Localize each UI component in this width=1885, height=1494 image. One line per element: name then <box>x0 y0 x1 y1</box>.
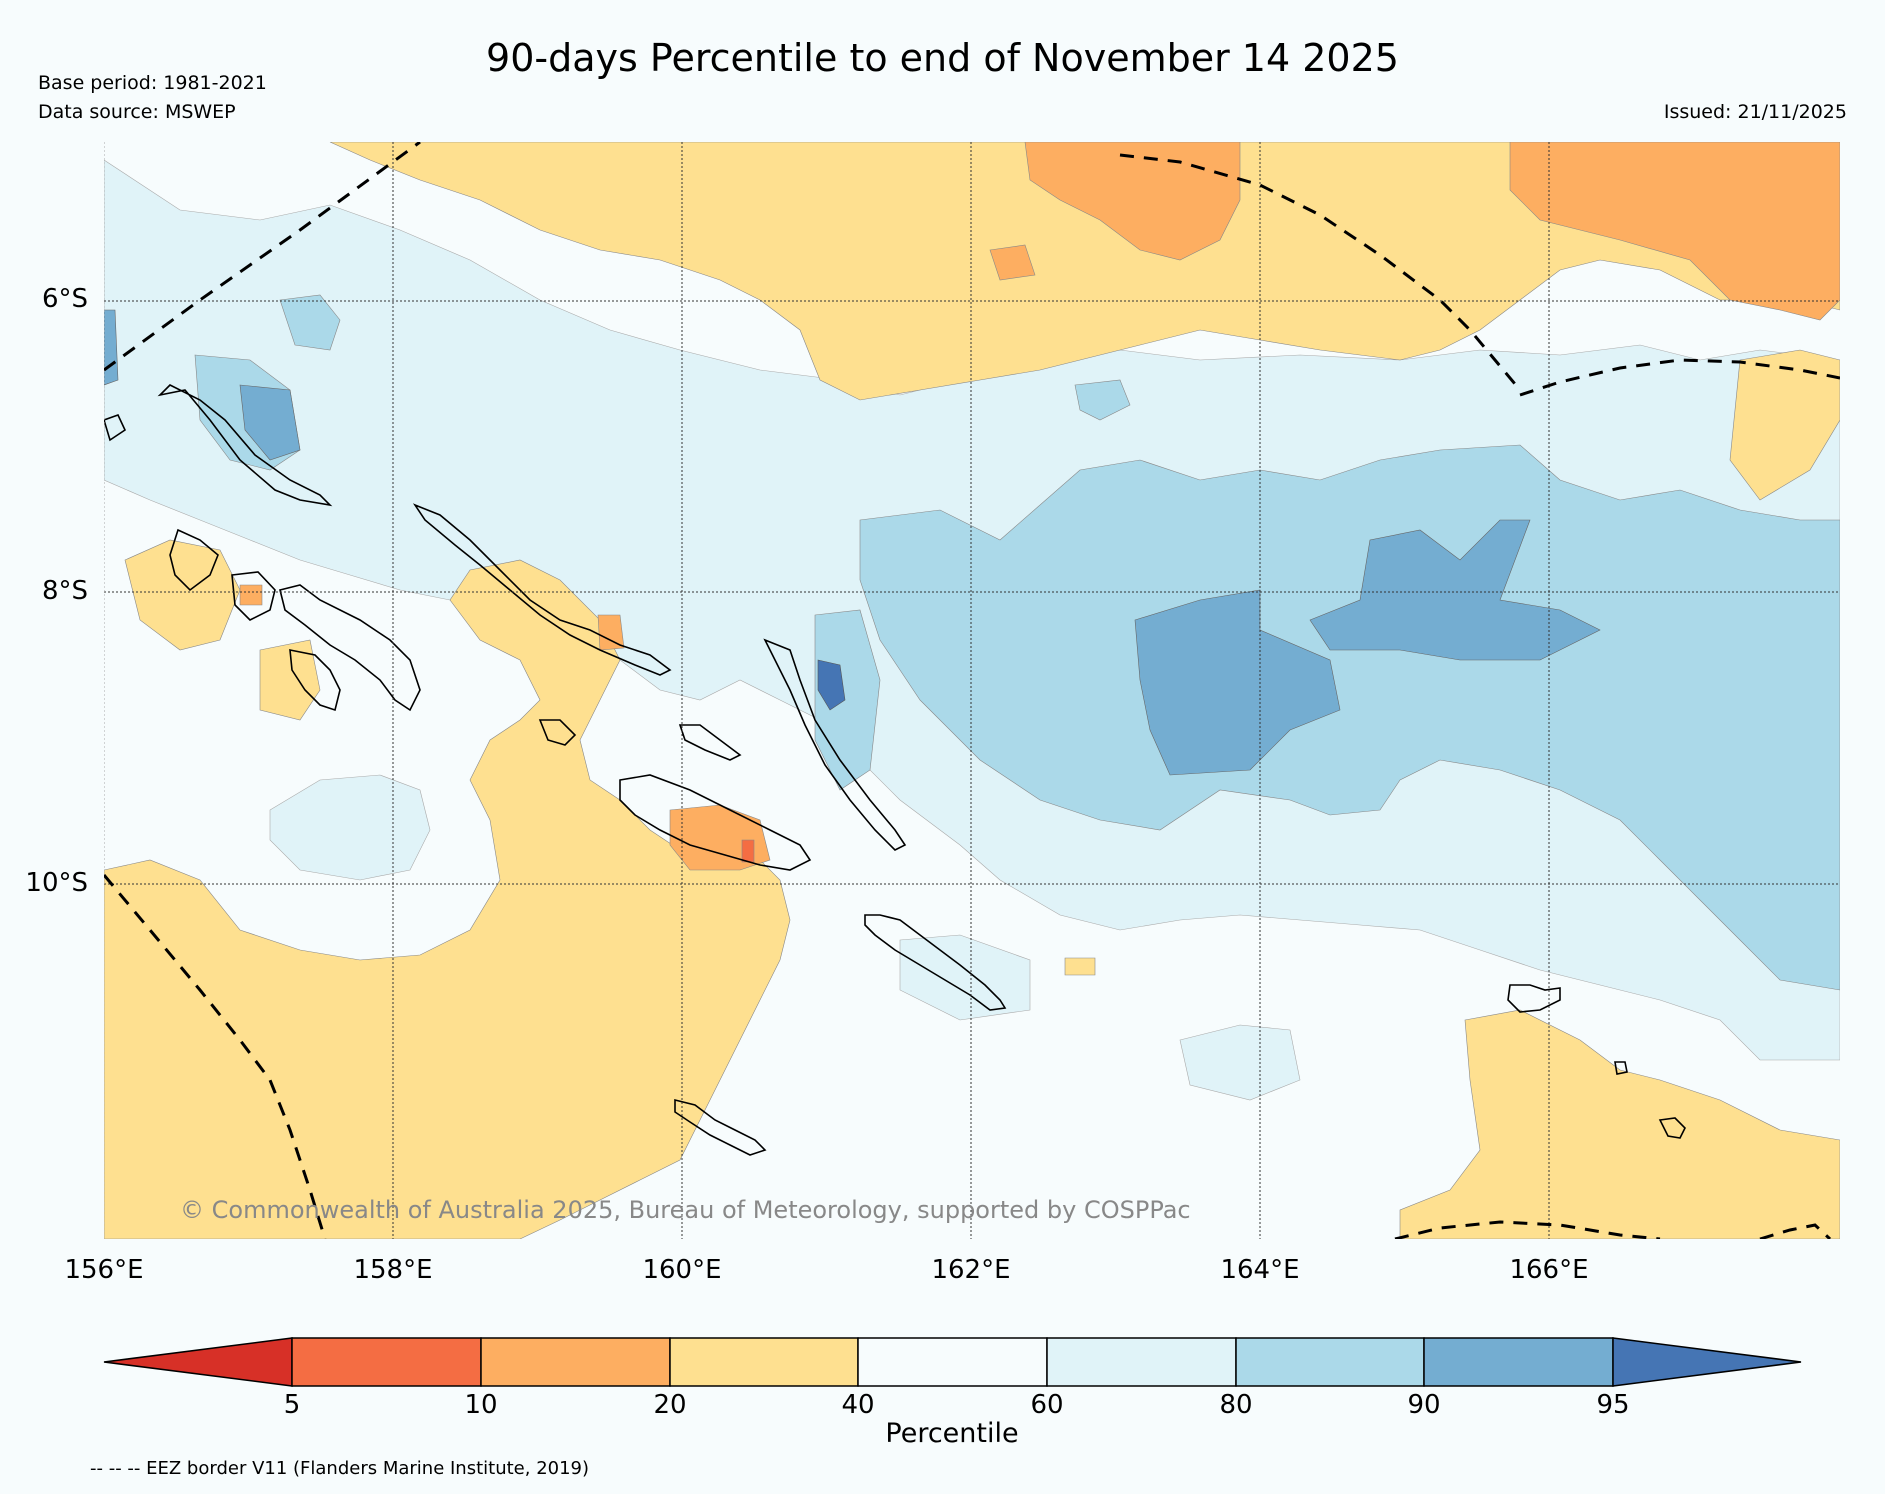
colorbar-tick-label: 20 <box>653 1390 687 1420</box>
percentile-region-90-95 <box>239 384 301 461</box>
lon-label: 164°E <box>1220 1255 1300 1285</box>
lat-label: 6°S <box>41 284 88 314</box>
colorbar <box>103 1337 1802 1387</box>
lon-label: 160°E <box>642 1255 722 1285</box>
lon-label: 162°E <box>931 1255 1011 1285</box>
percentile-region-60-80 <box>269 774 431 881</box>
colorbar-tick-label: 10 <box>464 1390 498 1420</box>
colorbar-tick-label: 90 <box>1407 1390 1441 1420</box>
percentile-region-20-40 <box>104 559 791 1239</box>
colorbar-segment-above-95 <box>1612 1337 1802 1387</box>
percentile-region-80-90 <box>1074 379 1131 421</box>
colorbar-segment-20-40 <box>669 1337 859 1387</box>
colorbar-tick-label: 40 <box>841 1390 875 1420</box>
percentile-region-90-95 <box>1309 519 1601 661</box>
issued-date-label: Issued: 21/11/2025 <box>1663 101 1847 123</box>
colorbar-tick-label: 80 <box>1219 1390 1253 1420</box>
percentile-region-20-40 <box>329 142 1840 401</box>
map-title: 90-days Percentile to end of November 14… <box>486 36 1399 80</box>
colorbar-tick-label: 60 <box>1030 1390 1064 1420</box>
eez-borders <box>104 142 1840 1239</box>
percentile-region-20-40 <box>1399 1009 1840 1239</box>
percentile-region-80-90 <box>279 294 341 351</box>
graticule <box>104 142 1840 1239</box>
percentile-region-20-40 <box>124 539 241 651</box>
percentile-region-80-90 <box>859 444 1840 991</box>
lat-label: 10°S <box>25 868 88 898</box>
coastlines <box>104 384 1686 1156</box>
eez-border-note: -- -- -- EEZ border V11 (Flanders Marine… <box>90 1458 590 1479</box>
data-source-label: Data source: MSWEP <box>38 101 236 123</box>
colorbar-tick-label: 95 <box>1596 1390 1630 1420</box>
colorbar-segment-90-95 <box>1423 1337 1614 1387</box>
percentile-region-10-20 <box>1024 142 1241 261</box>
colorbar-segment-80-90 <box>1235 1337 1425 1387</box>
colorbar-tick-label: 5 <box>283 1390 301 1420</box>
percentile-region-20-40 <box>1729 349 1840 501</box>
colorbar-segment-10-20 <box>480 1337 671 1387</box>
percentile-region-5-10 <box>741 839 755 863</box>
colorbar-segment-60-80 <box>1046 1337 1237 1387</box>
colorbar-title: Percentile <box>885 1418 1019 1449</box>
colorbar-segment-40-60 <box>857 1337 1048 1387</box>
lat-label: 8°S <box>41 576 88 606</box>
percentile-region-20-40 <box>1064 957 1096 976</box>
percentile-region-60-80 <box>1179 1024 1301 1101</box>
percentile-region-20-40 <box>259 639 321 721</box>
percentile-region-10-20 <box>597 614 625 651</box>
percentile-region-10-20 <box>1509 142 1840 321</box>
percentile-region-10-20 <box>239 584 263 606</box>
lon-label: 166°E <box>1509 1255 1589 1285</box>
colorbar-segment-5-10 <box>291 1337 482 1387</box>
percentile-region-95-above <box>817 659 846 711</box>
colorbar-segment-below-5 <box>103 1337 293 1387</box>
base-period-label: Base period: 1981-2021 <box>38 72 267 94</box>
lon-label: 158°E <box>353 1255 433 1285</box>
lon-label: 156°E <box>64 1255 144 1285</box>
copyright-notice: © Commonwealth of Australia 2025, Bureau… <box>180 1196 1191 1224</box>
percentile-region-10-20 <box>989 244 1036 281</box>
percentile-region-60-80 <box>899 934 1031 1021</box>
